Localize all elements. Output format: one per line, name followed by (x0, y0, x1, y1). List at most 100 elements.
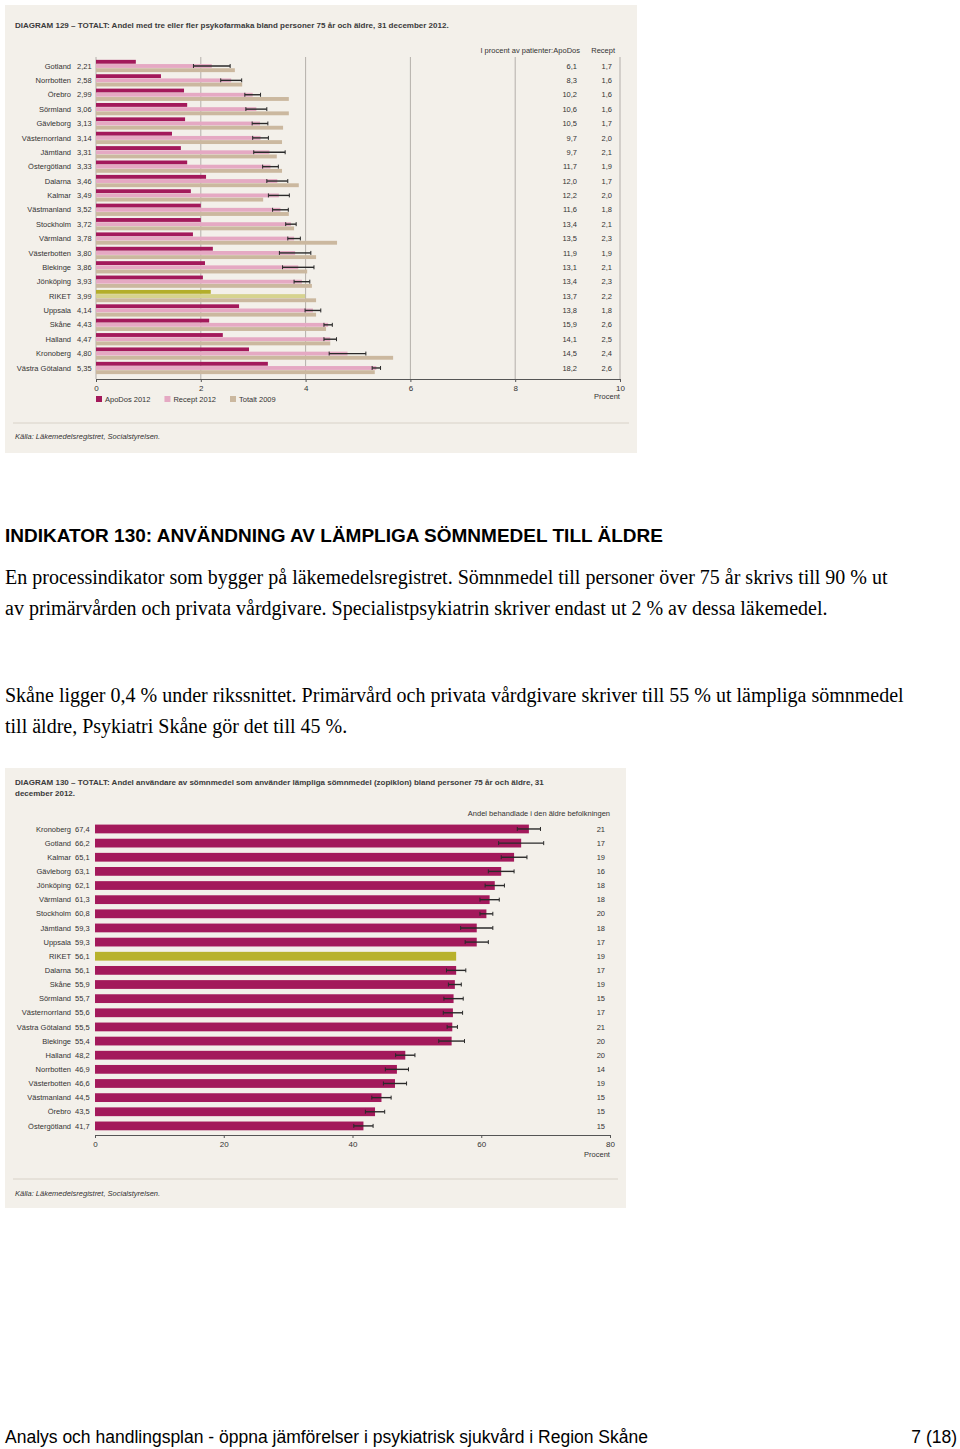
bar (95, 909, 486, 918)
category-label: Blekinge (42, 263, 71, 272)
error-bar (480, 898, 499, 902)
side-table-cell: 2,1 (602, 263, 612, 272)
side-column-cell: 14 (597, 1065, 605, 1074)
value-label: 4,80 (77, 349, 92, 358)
tick-mark (610, 1135, 611, 1138)
bar (96, 290, 211, 294)
separator (13, 423, 629, 424)
value-label: 3,46 (77, 177, 92, 186)
category-label: Östergötland (28, 1122, 71, 1131)
bar (96, 193, 279, 197)
value-label: 4,14 (77, 306, 92, 315)
category-label: Kronoberg (36, 349, 71, 358)
error-cap (517, 827, 518, 831)
category-label: Sörmland (39, 105, 71, 114)
bar (95, 1037, 452, 1046)
side-table-cell: 1,6 (602, 105, 612, 114)
tick-mark (96, 379, 97, 382)
category-label: Skåne (50, 980, 71, 989)
bar (96, 122, 260, 126)
side-table-cell: 8,3 (567, 76, 577, 85)
error-cap (465, 968, 466, 972)
bar (96, 341, 330, 345)
side-column-cell: 21 (597, 825, 605, 834)
tick-mark (481, 1135, 482, 1138)
paragraph: Skåne ligger 0,4 % under rikssnittet. Pr… (5, 680, 905, 742)
tick-mark (95, 1135, 96, 1138)
error-bar (485, 884, 504, 888)
bar (96, 140, 282, 144)
tick-label: 0 (93, 1140, 98, 1149)
legend-swatch (164, 396, 170, 402)
side-column-cell: 19 (597, 952, 605, 961)
bar (96, 198, 263, 202)
error-cap (526, 855, 527, 859)
side-column-cell: 17 (597, 1008, 605, 1017)
tick-label: 20 (220, 1140, 229, 1149)
error-cap (414, 1053, 415, 1057)
side-column-cell: 17 (597, 966, 605, 975)
bar (96, 208, 280, 212)
tick: 4 (304, 379, 309, 393)
value-label: 3,93 (77, 277, 92, 286)
error-bar (267, 179, 288, 183)
side-column-cell: 17 (597, 938, 605, 947)
error-line (283, 267, 314, 268)
side-table-cell: 9,7 (567, 134, 577, 143)
error-bar (372, 1096, 391, 1100)
category-label: Östergötland (28, 162, 71, 171)
bar (96, 255, 316, 259)
bar (96, 169, 282, 173)
side-column-cell: 15 (597, 1122, 605, 1131)
bar (95, 1008, 453, 1017)
error-line (385, 1069, 408, 1070)
bar (96, 309, 313, 313)
bar (96, 347, 249, 351)
error-line (279, 252, 310, 253)
error-cap (252, 122, 253, 126)
bar (96, 111, 289, 115)
grid (96, 57, 620, 379)
side-table-cell: 1,6 (602, 76, 612, 85)
error-line (263, 166, 279, 167)
category-label: Halland (46, 335, 71, 344)
bar (96, 212, 289, 216)
paragraph: En processindikator som bygger på läkeme… (5, 562, 905, 624)
side-table-cell: 14,5 (562, 349, 577, 358)
error-line (254, 152, 285, 153)
value-label: 3,13 (77, 119, 92, 128)
error-cap (267, 122, 268, 126)
bar (96, 83, 242, 87)
separator (13, 1179, 618, 1180)
category-label: Västerbotten (28, 1079, 71, 1088)
value-label: 4,43 (77, 320, 92, 329)
error-line (245, 94, 261, 95)
error-bar (288, 237, 301, 241)
side-table-cell: 11,7 (563, 162, 577, 171)
error-bar (396, 1053, 415, 1057)
error-cap (504, 884, 505, 888)
error-bar (443, 1011, 462, 1015)
value-label: 3,99 (77, 292, 92, 301)
footer-left: Analys och handlingsplan - öppna jämföre… (5, 1427, 648, 1448)
chart-svg: KronobergGotlandKalmarGävleborgJönköping… (5, 768, 626, 1208)
side-table-cell: 9,7 (567, 148, 577, 157)
side-table-cell: 1,8 (602, 306, 612, 315)
error-cap (329, 352, 330, 356)
error-line (501, 857, 527, 858)
value-label: 55,7 (75, 994, 90, 1003)
category-label: Värmland (39, 234, 71, 243)
value-label: 55,5 (75, 1023, 90, 1032)
value-label: 3,78 (77, 234, 92, 243)
side-table-cell: 13,8 (562, 306, 577, 315)
error-cap (245, 107, 246, 111)
value-label: 65,1 (75, 853, 90, 862)
bar (96, 284, 312, 288)
tick-mark (620, 379, 621, 382)
value-label: 4,47 (77, 335, 92, 344)
error-cap (457, 1025, 458, 1029)
bar (95, 1122, 363, 1131)
bar (96, 327, 326, 331)
error-bar (480, 912, 493, 916)
category-labels: GotlandNorrbottenÖrebroSörmlandGävleborg… (17, 62, 92, 373)
